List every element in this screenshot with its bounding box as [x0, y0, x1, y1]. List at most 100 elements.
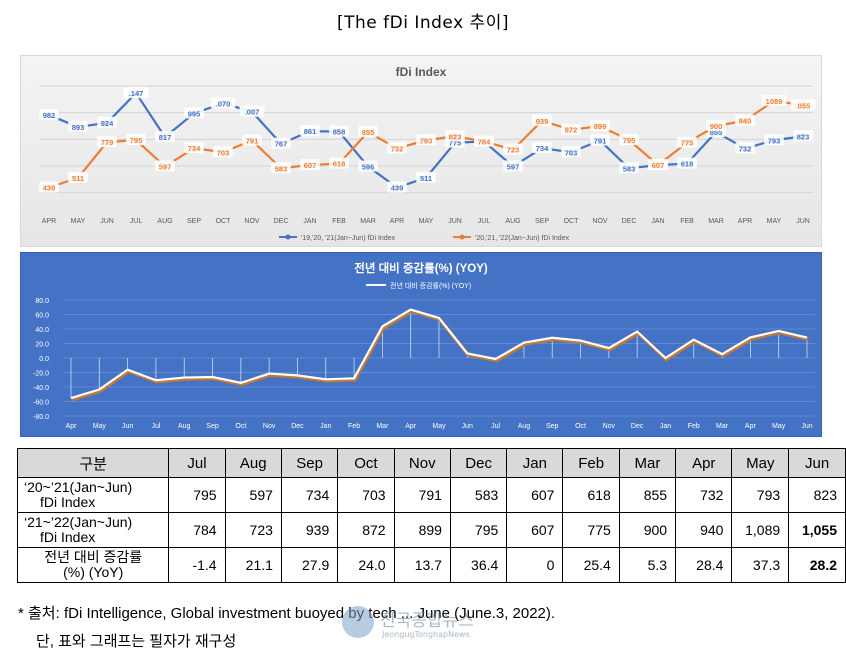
data-label: 791 — [594, 137, 607, 146]
data-label: 823 — [797, 132, 810, 141]
legend-label: 전년 대비 증감률(%) (YOY) — [390, 281, 471, 290]
x-tick-label: Nov — [263, 423, 276, 430]
data-label-bg — [300, 125, 320, 137]
data-label: 607 — [304, 161, 317, 170]
data-label: 607 — [652, 161, 665, 170]
table-header-label: 구분 — [16, 448, 170, 478]
data-label-bg — [561, 123, 581, 135]
data-label-bg — [271, 162, 291, 174]
x-tick-label: Mar — [376, 423, 389, 430]
data-label-bg — [184, 142, 204, 154]
x-tick-label: MAY — [419, 218, 434, 225]
x-tick-label: SEP — [535, 218, 549, 225]
data-label-bg — [97, 116, 117, 128]
y-tick-label: -40.0 — [33, 385, 49, 392]
table-header-month: Jan — [506, 448, 564, 478]
x-tick-label: Jan — [660, 423, 671, 430]
watermark-logo: 전국종합뉴스 JeongugTonghapNews — [342, 602, 522, 646]
footnote-note: 단, 표와 그래프는 필자가 재구성 — [36, 633, 237, 650]
data-label: 732 — [739, 144, 752, 153]
x-tick-label: DEC — [274, 218, 289, 225]
table-cell: 24.0 — [337, 547, 395, 583]
chart-title: 전년 대비 증감률(%) (YOY) — [354, 261, 488, 275]
table-cell: 36.4 — [449, 547, 508, 583]
data-label: 618 — [681, 160, 694, 169]
table-header-month: Aug — [224, 448, 282, 478]
table-cell: 618 — [562, 477, 620, 513]
data-label: 900 — [710, 122, 723, 131]
y-tick-label: 60.0 — [35, 313, 49, 320]
data-label: 795 — [130, 136, 143, 145]
data-label-bg — [39, 181, 59, 193]
x-tick-label: JUL — [478, 218, 491, 225]
table-cell: 607 — [506, 512, 564, 548]
legend-label: '20,'21, '22(Jan~Jun) fDi Index — [475, 235, 570, 242]
page-title: [The fDi Index 추이] — [337, 13, 509, 33]
x-tick-label: Apr — [745, 423, 757, 430]
data-label-bg — [242, 134, 262, 146]
y-tick-label: 80.0 — [35, 298, 49, 305]
data-label-bg — [210, 97, 236, 109]
x-tick-label: Apr — [405, 423, 417, 430]
table-cell: 723 — [224, 512, 282, 548]
data-label-bg — [68, 171, 88, 183]
data-label: 775 — [449, 139, 462, 148]
table-cell: 1,055 — [788, 512, 846, 548]
data-label: 767 — [275, 140, 288, 149]
x-tick-label: Apr — [66, 423, 78, 430]
table-header-month: Oct — [337, 448, 395, 478]
x-tick-label: OCT — [216, 218, 232, 225]
table-cell: 791 — [393, 477, 451, 513]
data-label-bg — [358, 126, 378, 137]
table-header-month: Mar — [618, 448, 677, 478]
data-label-bg — [155, 160, 175, 172]
fdi-index-chart-panel: fDi Index APR MAY JUN JUL AUG SEP OCT NOV DEC JAN F… — [20, 55, 822, 247]
x-tick-label: Jun — [462, 423, 473, 430]
x-tick-label: SEP — [187, 218, 201, 225]
x-tick-label: FEB — [680, 218, 694, 225]
data-label: 439 — [43, 183, 56, 192]
chart-title: fDi Index — [396, 65, 447, 79]
table-cell: 5.3 — [618, 547, 677, 583]
data-label-bg — [126, 134, 146, 145]
x-tick-label: AUG — [157, 218, 172, 225]
table-header-month: Nov — [393, 448, 451, 478]
data-label-bg — [300, 159, 320, 171]
data-label: 939 — [536, 117, 549, 126]
data-label-bg — [358, 160, 378, 172]
x-tick-label: JUN — [100, 218, 114, 225]
x-tick-label: Dec — [631, 423, 644, 430]
table-cell: 28.4 — [675, 547, 733, 583]
data-label: 893 — [72, 123, 85, 132]
x-tick-label: May — [772, 423, 786, 430]
series-line — [70, 308, 808, 400]
data-label: 995 — [188, 109, 201, 118]
y-tick-label: 20.0 — [35, 342, 49, 349]
data-label-bg — [793, 130, 813, 142]
data-label-bg — [416, 134, 436, 146]
table-header-month: Feb — [562, 448, 620, 478]
x-tick-label: Jul — [151, 423, 160, 430]
data-label-bg — [184, 107, 204, 119]
data-label: 924 — [101, 119, 114, 128]
data-label-bg — [532, 114, 552, 126]
x-tick-label: May — [432, 423, 446, 430]
data-label-bg — [648, 159, 668, 171]
data-label-bg — [761, 94, 787, 106]
table-header-month: Jun — [788, 448, 846, 478]
table-cell: 28.2 — [788, 547, 846, 583]
series-shadow — [71, 309, 809, 402]
table-cell: 734 — [280, 477, 339, 513]
x-tick-label: NOV — [244, 218, 260, 225]
data-label-bg — [416, 171, 436, 183]
table-cell: 607 — [506, 477, 564, 513]
data-label-bg — [387, 181, 407, 193]
x-tick-label: Nov — [603, 423, 616, 430]
x-tick-label: Jan — [320, 423, 331, 430]
table-cell: 583 — [449, 477, 508, 513]
x-tick-label: MAY — [71, 218, 86, 225]
y-tick-label: 40.0 — [35, 327, 49, 334]
table-cell: 855 — [618, 477, 677, 513]
table-header-month: Jul — [168, 448, 226, 478]
data-label: 793 — [768, 136, 781, 145]
